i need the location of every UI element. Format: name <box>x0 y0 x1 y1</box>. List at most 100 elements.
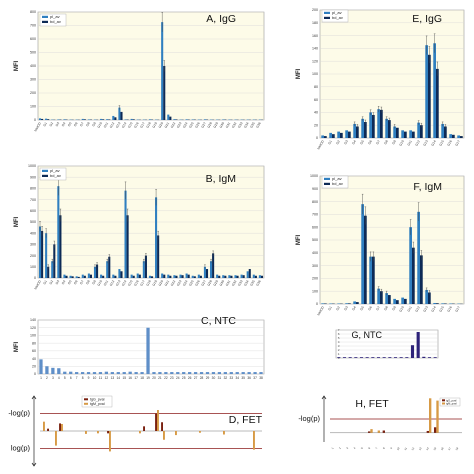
panel-label: E, IgG <box>412 13 442 25</box>
bar <box>241 372 245 374</box>
bar <box>353 301 356 304</box>
x-tick-label: G24 <box>182 121 189 128</box>
bar <box>246 271 249 278</box>
bar <box>38 118 42 120</box>
x-tick-label: 6 <box>70 376 72 380</box>
bar <box>43 421 45 431</box>
x-tick-label: G15 <box>438 139 445 146</box>
legend-label: tgM_pval <box>446 402 457 406</box>
bar <box>96 264 99 278</box>
bar <box>340 132 343 138</box>
x-tick-label: G4 <box>61 121 67 127</box>
x-tick-label: G30 <box>219 121 226 128</box>
x-tick-label: G8 <box>85 121 91 127</box>
x-tick-label: MetOD <box>33 279 42 290</box>
bar <box>146 327 150 374</box>
bar <box>45 366 49 374</box>
y-tick-label: 140 <box>312 47 318 51</box>
x-tick-label: G13 <box>422 139 429 146</box>
bar <box>169 275 172 278</box>
bar <box>223 372 227 374</box>
x-tick-label: G5 <box>359 305 365 311</box>
x-tick-label: 6 <box>367 446 371 450</box>
x-tick-label: 17 <box>447 446 452 451</box>
bar <box>222 275 225 278</box>
bar <box>210 261 213 278</box>
x-tick-label: G7 <box>375 139 381 145</box>
bar <box>92 372 97 374</box>
bar <box>223 431 225 435</box>
x-tick-label: 5 <box>64 376 66 380</box>
bar <box>342 357 347 358</box>
bar <box>436 68 439 138</box>
bar <box>337 131 340 138</box>
x-tick-label: G21 <box>164 279 171 286</box>
x-tick-label: G3 <box>55 121 61 127</box>
panel-label: D, FET <box>229 414 263 426</box>
x-tick-label: G27 <box>200 121 207 128</box>
bar <box>259 372 263 374</box>
bar <box>100 274 103 278</box>
bar <box>234 275 237 278</box>
bar <box>38 226 42 278</box>
y-tick-label: 60 <box>32 349 36 353</box>
x-tick-label: G32 <box>231 279 238 286</box>
bar <box>436 400 439 433</box>
x-tick-label: G33 <box>237 279 244 286</box>
x-tick-label: G2 <box>49 279 55 285</box>
y-axis-title: MFI <box>14 217 20 228</box>
bar <box>361 118 364 138</box>
bar <box>345 303 348 304</box>
bar <box>224 275 227 278</box>
bar <box>112 274 115 278</box>
bar <box>377 109 380 138</box>
x-tick-label: G18 <box>145 121 152 128</box>
x-tick-label: G11 <box>103 279 109 286</box>
x-tick-label: 38 <box>259 376 263 380</box>
x-tick-label: G35 <box>249 121 256 128</box>
bar <box>45 233 48 278</box>
y-tick-label: 80 <box>314 85 318 89</box>
bar <box>57 119 60 120</box>
bar <box>138 274 141 278</box>
bar <box>410 345 415 358</box>
bar <box>59 423 61 431</box>
legend-label: bd_av <box>50 19 61 24</box>
bar <box>118 107 121 120</box>
x-tick-label: G25 <box>188 121 195 128</box>
legend-label: pl_av <box>50 168 60 173</box>
bar <box>188 372 192 374</box>
x-tick-label: G27 <box>200 279 207 286</box>
x-tick-label: G1 <box>327 305 333 311</box>
bar <box>93 266 97 278</box>
bar <box>148 275 151 278</box>
y-tick-label: 600 <box>312 225 318 229</box>
bar <box>87 119 90 120</box>
bar <box>258 275 261 278</box>
x-tick-label: G16 <box>133 121 140 128</box>
x-tick-label: 28 <box>200 376 204 380</box>
x-tick-label: G6 <box>73 279 79 285</box>
bar <box>143 426 145 431</box>
bar <box>157 235 160 278</box>
y-axis-title: MFI <box>14 61 20 72</box>
bar <box>348 303 351 304</box>
legend-label: tgG_pval <box>446 398 457 402</box>
bar <box>404 131 407 138</box>
x-tick-label: G33 <box>237 121 244 128</box>
legend-label: pl_av <box>50 14 60 19</box>
bar <box>98 372 103 374</box>
x-tick-label: G28 <box>206 121 213 128</box>
x-tick-label: 4 <box>352 446 356 450</box>
x-tick-label: 3 <box>52 376 54 380</box>
panel-label: A, IgG <box>206 13 236 25</box>
bar <box>376 357 381 358</box>
bar <box>425 289 428 304</box>
bar <box>240 274 243 278</box>
bar <box>428 54 431 138</box>
bar <box>222 119 225 120</box>
bar <box>120 271 123 278</box>
y-tick-label: 7 <box>338 328 340 332</box>
legend-label: bd_av <box>332 181 343 186</box>
